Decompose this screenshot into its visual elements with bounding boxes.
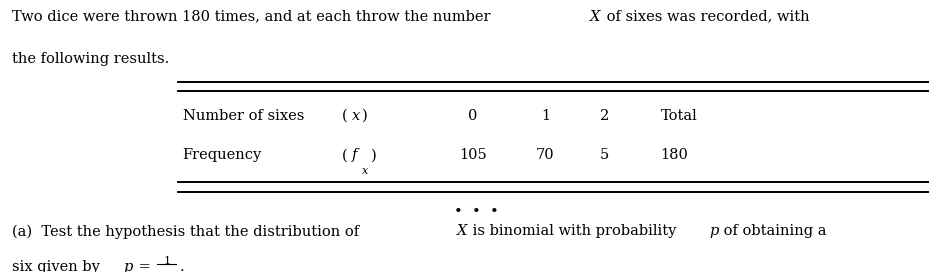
Text: six given by: six given by [12,260,105,272]
Text: x: x [352,109,360,123]
Text: •  •  •: • • • [454,205,499,219]
Text: the following results.: the following results. [12,52,169,66]
Text: 0: 0 [468,109,477,123]
Text: .: . [180,260,184,272]
Text: p: p [709,224,718,238]
Text: of sixes was recorded, with: of sixes was recorded, with [601,10,809,23]
Text: 70: 70 [535,148,554,162]
Text: X: X [457,224,467,238]
Text: (: ( [342,109,347,123]
Text: 105: 105 [459,148,487,162]
Text: =: = [134,260,155,272]
Text: is binomial with probability: is binomial with probability [467,224,680,238]
Text: 5: 5 [599,148,608,162]
Text: (: ( [342,148,347,162]
Text: of obtaining a: of obtaining a [718,224,826,238]
Text: 1: 1 [163,256,170,266]
Text: Number of sixes: Number of sixes [183,109,304,123]
Text: Frequency: Frequency [183,148,262,162]
Text: X: X [590,10,600,23]
Text: 2: 2 [599,109,608,123]
Text: f: f [352,148,358,162]
Text: 1: 1 [540,109,549,123]
Text: x: x [361,166,368,176]
Text: Total: Total [660,109,696,123]
Text: Two dice were thrown 180 times, and at each throw the number: Two dice were thrown 180 times, and at e… [12,10,495,23]
Text: ): ) [371,148,376,162]
Text: p: p [124,260,133,272]
Text: (a)  Test the hypothesis that the distribution of: (a) Test the hypothesis that the distrib… [12,224,363,239]
Text: ): ) [361,109,367,123]
Text: 180: 180 [660,148,688,162]
